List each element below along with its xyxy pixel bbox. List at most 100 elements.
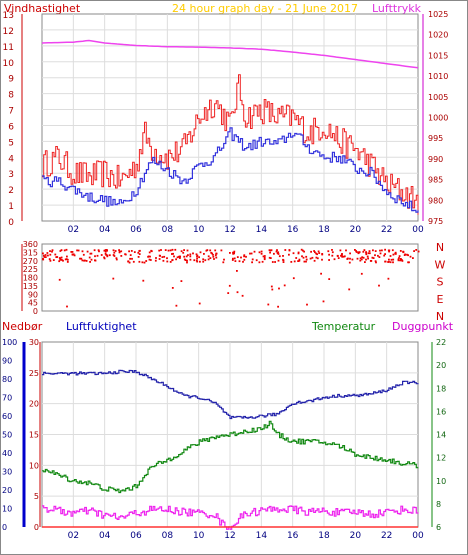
- direction-point: [166, 257, 168, 260]
- direction-point: [368, 252, 371, 255]
- direction-point: [133, 251, 136, 253]
- direction-point: [341, 253, 343, 255]
- y-tick-label-left: 3: [8, 170, 14, 180]
- direction-point: [392, 258, 395, 261]
- direction-point: [105, 254, 108, 256]
- direction-point: [115, 258, 118, 261]
- direction-point: [359, 259, 362, 262]
- direction-point: [347, 257, 349, 260]
- direction-point: [288, 253, 290, 256]
- y-tick-label-humidity: 80: [2, 375, 12, 384]
- direction-point: [187, 254, 189, 256]
- direction-point: [236, 291, 239, 294]
- direction-point: [56, 256, 59, 258]
- direction-point: [196, 254, 199, 257]
- direction-point: [214, 254, 217, 257]
- direction-point: [243, 258, 246, 261]
- direction-point: [202, 258, 205, 261]
- direction-point: [141, 261, 144, 264]
- direction-point: [269, 251, 271, 254]
- direction-point: [282, 255, 284, 257]
- direction-point: [388, 258, 390, 261]
- direction-point: [72, 253, 75, 256]
- direction-point: [360, 258, 363, 261]
- direction-point: [196, 260, 199, 263]
- direction-point: [189, 253, 192, 256]
- y-tick-label: 360: [23, 240, 38, 249]
- direction-point: [131, 257, 133, 260]
- direction-point: [189, 258, 192, 261]
- y-tick-label-precip: 15: [29, 431, 39, 440]
- direction-point: [115, 257, 118, 260]
- direction-point: [270, 285, 273, 288]
- direction-point: [378, 284, 380, 287]
- direction-point: [66, 305, 68, 308]
- direction-point: [66, 258, 69, 261]
- direction-point: [100, 254, 103, 256]
- direction-point: [360, 272, 363, 275]
- direction-point: [176, 256, 179, 259]
- direction-point: [175, 258, 177, 261]
- direction-point: [253, 250, 256, 253]
- direction-point: [148, 258, 151, 261]
- direction-point: [357, 252, 360, 255]
- y-tick-label: 225: [23, 265, 38, 274]
- direction-point: [267, 303, 270, 306]
- direction-point: [362, 256, 365, 259]
- direction-point: [269, 249, 272, 252]
- direction-point: [150, 250, 153, 253]
- direction-point: [229, 252, 231, 254]
- y-tick-label-right: 1010: [428, 72, 448, 81]
- y-tick-label-left: 5: [8, 138, 14, 148]
- direction-point: [328, 278, 331, 280]
- direction-point: [103, 257, 106, 260]
- direction-point: [86, 250, 89, 253]
- y-tick-label-right: 1005: [428, 93, 448, 102]
- direction-point: [103, 256, 105, 259]
- direction-point: [227, 292, 230, 294]
- direction-point: [232, 257, 234, 260]
- direction-point: [372, 257, 375, 259]
- x-tick-label: 16: [287, 531, 299, 541]
- direction-point: [348, 261, 351, 264]
- direction-point: [383, 254, 386, 257]
- direction-point: [212, 253, 214, 256]
- direction-point: [343, 255, 346, 258]
- direction-point: [59, 250, 62, 252]
- direction-point: [49, 259, 52, 262]
- direction-point: [318, 252, 321, 254]
- direction-point: [316, 253, 318, 256]
- direction-point: [305, 255, 308, 258]
- direction-point: [60, 256, 63, 259]
- direction-point: [233, 257, 236, 260]
- direction-point: [120, 255, 123, 257]
- direction-point: [263, 255, 266, 257]
- series-line-temperature: [42, 420, 419, 494]
- humidity-label: Luftfuktighet: [66, 320, 137, 333]
- y-tick-label-right: 1000: [428, 114, 448, 123]
- direction-point: [342, 255, 345, 258]
- direction-point: [174, 248, 177, 251]
- direction-point: [42, 252, 44, 255]
- y-tick-label-temp: 8: [436, 500, 441, 509]
- plot-area: [41, 243, 419, 312]
- direction-point: [303, 260, 306, 263]
- x-tick-label: 14: [256, 225, 268, 235]
- y-tick-label: 180: [23, 274, 38, 283]
- direction-point: [128, 261, 131, 264]
- direction-point: [183, 249, 185, 251]
- direction-point: [276, 249, 278, 251]
- x-tick-label: 06: [130, 531, 142, 541]
- y-tick-label-right: 985: [428, 176, 443, 185]
- compass-label: N: [436, 310, 444, 323]
- direction-point: [88, 256, 91, 259]
- direction-point: [196, 257, 198, 260]
- direction-point: [199, 260, 201, 263]
- direction-point: [309, 257, 312, 260]
- direction-point: [389, 255, 392, 257]
- direction-point: [233, 250, 236, 253]
- direction-point: [73, 254, 76, 257]
- direction-point: [258, 261, 261, 264]
- compass-label: N: [436, 241, 444, 254]
- x-tick-label: 06: [130, 225, 142, 235]
